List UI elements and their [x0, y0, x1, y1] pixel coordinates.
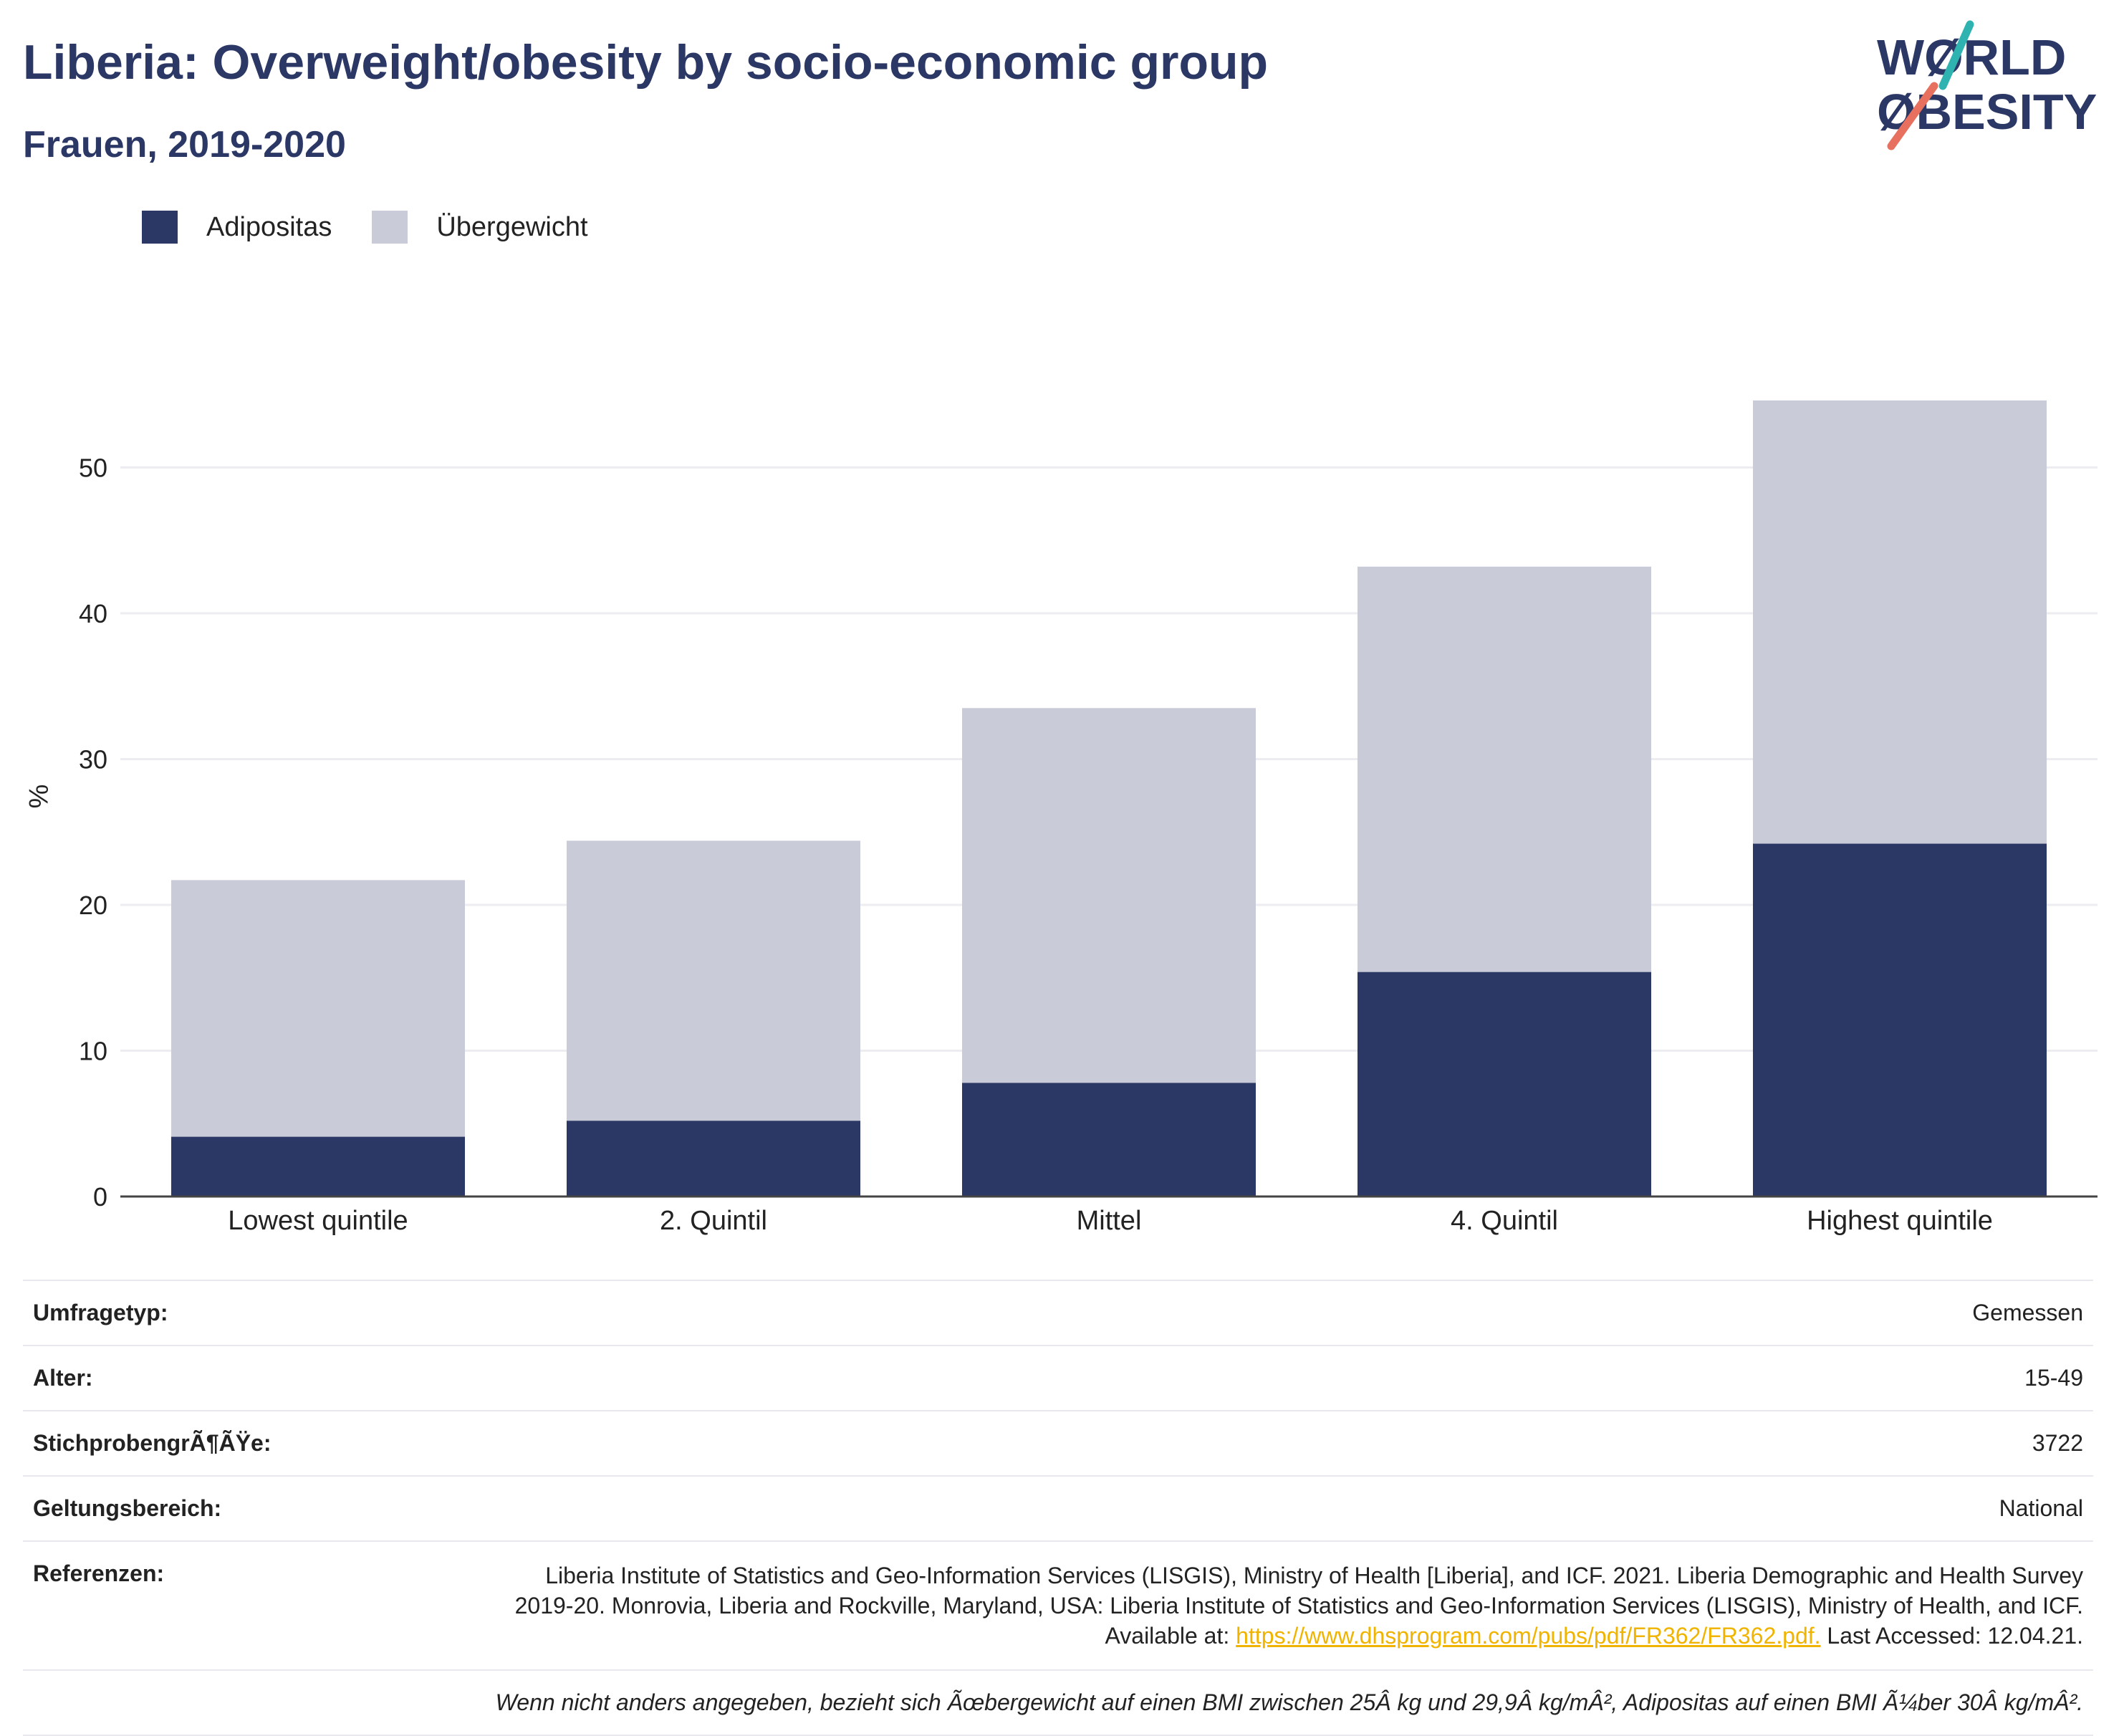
references-label: Referenzen:: [33, 1560, 165, 1586]
survey-type-label: Umfragetyp:: [33, 1300, 168, 1325]
bar-overweight[interactable]: [1753, 400, 2047, 844]
bar-obesity[interactable]: [567, 1121, 860, 1197]
age-label: Alter:: [33, 1365, 93, 1391]
logo-slash-teal: [1938, 20, 1974, 90]
sample-size-value: 3722: [2032, 1430, 2083, 1456]
meta-row-survey-type: Umfragetyp: Gemessen: [23, 1280, 2093, 1345]
references-accessed: Last Accessed: 12.04.21.: [1820, 1623, 2083, 1649]
y-tick-label: 20: [79, 891, 107, 920]
bar-obesity[interactable]: [1358, 972, 1651, 1197]
bar-overweight[interactable]: [171, 880, 465, 1137]
meta-row-note: Wenn nicht anders angegeben, bezieht sic…: [23, 1669, 2093, 1736]
legend-item-obesity[interactable]: Adipositas: [142, 211, 332, 244]
y-tick-label: 30: [79, 745, 107, 775]
meta-row-age: Alter: 15-49: [23, 1345, 2093, 1410]
x-tick-label: Mittel: [1077, 1206, 1142, 1236]
x-tick-label: 4. Quintil: [1451, 1206, 1558, 1236]
world-obesity-logo: WØRLD ØBESITY: [1877, 20, 2097, 150]
sample-size-label: StichprobengrÃ¶ÃŸe:: [33, 1430, 272, 1456]
survey-type-value: Gemessen: [1972, 1300, 2083, 1325]
references-link[interactable]: https://www.dhsprogram.com/pubs/pdf/FR36…: [1236, 1623, 1821, 1649]
legend-swatch-obesity: [142, 211, 178, 244]
legend-item-overweight[interactable]: Übergewicht: [372, 211, 588, 244]
references-text: Liberia Institute of Statistics and Geo-…: [507, 1560, 2083, 1651]
bar-overweight[interactable]: [567, 840, 860, 1121]
legend-label-obesity: Adipositas: [206, 211, 332, 242]
x-tick-label: 2. Quintil: [660, 1206, 767, 1236]
meta-row-references: Referenzen: Liberia Institute of Statist…: [23, 1540, 2093, 1669]
logo-slash-coral: [1887, 82, 1938, 150]
stacked-bar-chart: 0 10 20 30 40 50 Lowest quintile 2. Quintil Mitt…: [79, 400, 2098, 1236]
chart-title: Liberia: Overweight/obesity by socio-eco…: [23, 35, 1269, 90]
x-tick-label: Lowest quintile: [228, 1206, 408, 1236]
age-value: 15-49: [2024, 1365, 2083, 1391]
y-tick-label: 0: [93, 1182, 107, 1212]
chart-subtitle: Frauen, 2019-2020: [23, 124, 346, 166]
chart-legend: Adipositas Übergewicht: [142, 211, 628, 244]
references-body: Liberia Institute of Statistics and Geo-…: [514, 1563, 2083, 1649]
bar-obesity[interactable]: [1753, 843, 2047, 1197]
bar-overweight[interactable]: [962, 708, 1256, 1083]
bar-overweight[interactable]: [1358, 566, 1651, 972]
coverage-label: Geltungsbereich:: [33, 1495, 222, 1521]
definition-note: Wenn nicht anders angegeben, bezieht sic…: [495, 1689, 2083, 1715]
y-tick-label: 40: [79, 599, 107, 628]
legend-label-overweight: Übergewicht: [436, 211, 588, 242]
y-tick-label: 50: [79, 454, 107, 483]
x-tick-label: Highest quintile: [1807, 1206, 1993, 1236]
meta-row-coverage: Geltungsbereich: National: [23, 1475, 2093, 1540]
y-tick-label: 10: [79, 1037, 107, 1066]
bar-obesity[interactable]: [171, 1136, 465, 1197]
coverage-value: National: [1999, 1495, 2083, 1521]
meta-row-sample-size: StichprobengrÃ¶ÃŸe: 3722: [23, 1410, 2093, 1475]
bar-obesity[interactable]: [962, 1083, 1256, 1197]
legend-swatch-overweight: [372, 211, 408, 244]
logo-line1: WØRLD: [1877, 29, 2066, 85]
survey-details: Umfragetyp: Gemessen Alter: 15-49 Stichp…: [23, 1280, 2093, 1736]
